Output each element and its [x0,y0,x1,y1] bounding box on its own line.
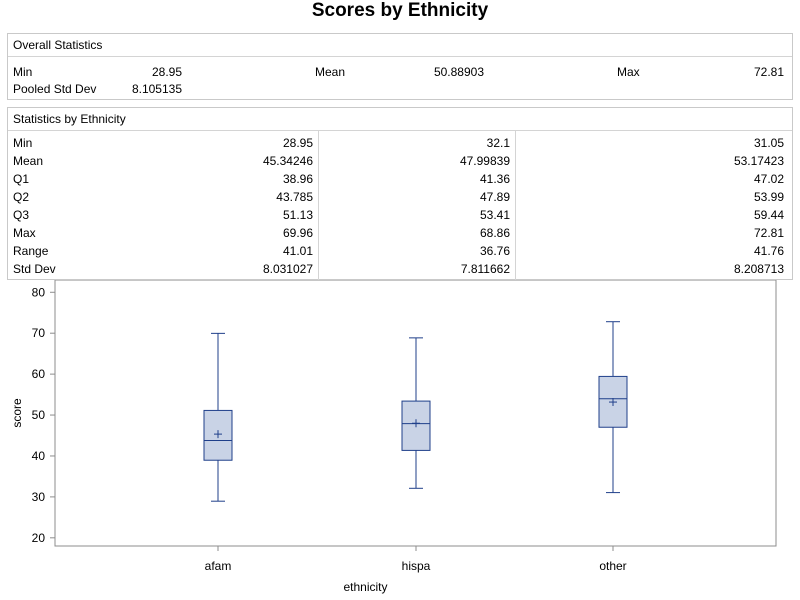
group-stat-value: 7.811662 [460,262,510,276]
group-stat-label: Std Dev [13,262,56,276]
group-stat-label: Range [13,244,49,258]
group-stat-label: Q2 [13,190,30,204]
overall-pooled-std-dev-value: 8.105135 [131,82,182,96]
column-divider [318,131,319,280]
group-stat-value: 28.95 [282,136,313,150]
column-divider [515,131,516,280]
group-stat-value: 41.76 [753,244,784,258]
overall-min-value: 28.95 [151,65,182,79]
iqr-box [598,375,628,428]
group-stat-value: 68.86 [479,226,510,240]
overall-pooled-std-dev-label: Pooled Std Dev [13,82,97,96]
y-tick-label: 80 [32,285,46,299]
x-tick-label: afam [205,559,232,573]
group-stat-value: 32.1 [486,136,510,150]
overall-mean-label: Mean [315,65,346,79]
group-stat-label: Max [13,226,36,240]
y-tick-label: 20 [32,531,46,545]
y-tick-label: 50 [32,408,46,422]
group-stat-label: Mean [13,154,44,168]
group-stat-label: Min [13,136,33,150]
y-tick-label: 40 [32,449,46,463]
group-stat-label: Q3 [13,208,30,222]
y-tick-label: 60 [32,367,46,381]
group-stat-value: 51.13 [282,208,313,222]
page-title: Scores by Ethnicity [311,0,489,21]
group-stat-value: 38.96 [282,172,313,186]
overall-mean-value: 50.88903 [433,65,484,79]
group-stat-value: 53.17423 [733,154,784,168]
group-stat-value: 8.031027 [262,262,313,276]
group-stat-value: 72.81 [753,226,784,240]
x-tick-label: hispa [402,559,431,573]
y-tick-label: 30 [32,490,46,504]
group-stat-value: 59.44 [753,208,784,222]
group-stat-value: 47.02 [753,172,784,186]
y-tick-label: 70 [32,326,46,340]
box-plot: 20 30 40 50 60 70 80 score afam hispa other ethnici… [10,280,777,594]
group-stat-value: 53.41 [479,208,510,222]
group-stat-value: 41.36 [479,172,510,186]
group-stat-value: 31.05 [753,136,784,150]
group-stat-value: 45.34246 [262,154,313,168]
y-axis-label: score [10,398,24,428]
group-stat-value: 47.99839 [459,154,510,168]
group-stat-value: 69.96 [282,226,313,240]
group-stat-value: 8.208713 [733,262,784,276]
group-stat-value: 36.76 [479,244,510,258]
group-stat-label: Q1 [13,172,30,186]
group-stat-value: 47.89 [479,190,510,204]
overall-statistics-header: Overall Statistics [8,34,792,57]
group-stat-value: 53.99 [753,190,784,204]
overall-min-label: Min [13,65,33,79]
group-stat-value: 43.785 [276,190,313,204]
overall-statistics-panel: Overall Statistics Min 28.95 Mean 50.889… [7,33,793,100]
overall-max-value: 72.81 [753,65,784,79]
group-stat-value: 41.01 [282,244,313,258]
group-statistics-panel: Statistics by Ethnicity Min 28.95 32.1 31.0… [7,107,793,280]
x-tick-label: other [599,559,626,573]
x-axis-label: ethnicity [343,580,387,594]
group-statistics-header: Statistics by Ethnicity [8,108,792,131]
overall-max-label: Max [617,65,640,79]
